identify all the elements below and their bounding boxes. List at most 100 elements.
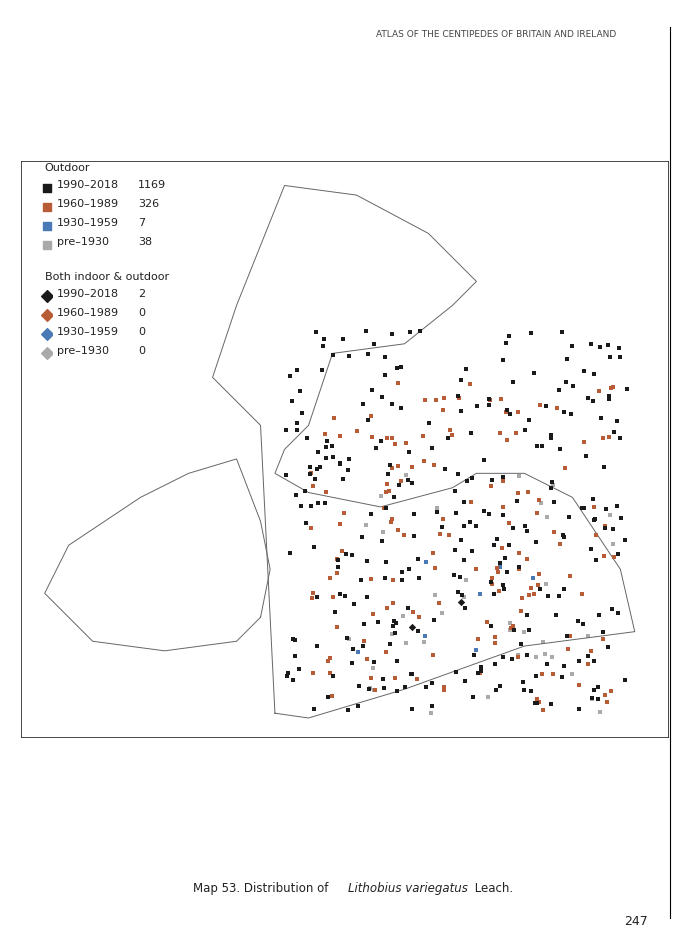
- Point: [399, 527, 410, 542]
- Point: [289, 648, 300, 663]
- Point: [331, 552, 342, 567]
- Point: [504, 623, 515, 638]
- Point: [324, 666, 335, 681]
- Point: [387, 460, 398, 476]
- Point: [387, 326, 398, 341]
- Point: [442, 430, 453, 445]
- Point: [342, 631, 353, 646]
- Point: [427, 546, 438, 561]
- Point: [486, 574, 497, 590]
- Point: [460, 361, 471, 377]
- Text: 1169: 1169: [138, 181, 166, 190]
- Point: [587, 393, 598, 408]
- Point: [497, 650, 508, 665]
- Point: [495, 559, 506, 574]
- Point: [389, 670, 400, 686]
- Point: [438, 512, 449, 527]
- Point: [577, 616, 588, 631]
- Point: [482, 614, 493, 630]
- Point: [403, 561, 414, 576]
- Point: [563, 642, 574, 657]
- Point: [356, 529, 367, 544]
- Point: [335, 586, 346, 601]
- Point: [322, 653, 333, 669]
- Point: [466, 495, 477, 510]
- Point: [452, 585, 463, 600]
- Point: [335, 428, 346, 443]
- Point: [483, 392, 494, 407]
- Point: [41, 200, 52, 215]
- Point: [508, 623, 520, 638]
- Point: [487, 571, 498, 586]
- Point: [291, 488, 302, 503]
- Point: [531, 669, 542, 684]
- Point: [431, 500, 442, 515]
- Point: [395, 474, 407, 489]
- Point: [387, 573, 398, 588]
- Point: [469, 648, 480, 663]
- Point: [291, 362, 302, 378]
- Point: [553, 588, 564, 603]
- Point: [558, 527, 569, 542]
- Point: [495, 392, 506, 407]
- Point: [376, 390, 387, 405]
- Point: [306, 498, 317, 514]
- Point: [588, 366, 599, 381]
- Point: [413, 570, 424, 585]
- Point: [554, 537, 565, 553]
- Point: [444, 422, 455, 437]
- Point: [562, 629, 573, 644]
- Point: [412, 623, 423, 638]
- Point: [380, 485, 391, 500]
- Point: [390, 626, 401, 641]
- Point: [513, 648, 524, 663]
- Point: [453, 391, 464, 406]
- Point: [433, 596, 444, 611]
- Point: [561, 375, 572, 390]
- Point: [478, 503, 489, 518]
- Point: [338, 472, 349, 487]
- Point: [548, 524, 559, 539]
- Point: [396, 565, 407, 580]
- Point: [440, 461, 451, 476]
- Point: [41, 238, 52, 253]
- Point: [371, 440, 382, 456]
- Point: [515, 604, 526, 619]
- Point: [402, 600, 413, 615]
- Point: [299, 483, 310, 498]
- Point: [297, 405, 308, 420]
- Point: [387, 512, 398, 527]
- Point: [347, 655, 358, 670]
- Point: [599, 459, 610, 475]
- Text: 38: 38: [138, 238, 152, 247]
- Point: [595, 339, 606, 354]
- Point: [615, 350, 626, 365]
- Point: [407, 605, 418, 620]
- Point: [395, 400, 407, 416]
- Point: [460, 673, 471, 689]
- Point: [502, 402, 513, 417]
- Point: [517, 674, 528, 689]
- Text: Lithobius variegatus: Lithobius variegatus: [348, 882, 468, 895]
- Point: [409, 506, 420, 521]
- Point: [593, 679, 604, 694]
- Point: [474, 666, 485, 681]
- Point: [545, 431, 556, 446]
- Point: [531, 691, 542, 707]
- Point: [309, 471, 320, 486]
- Text: 0: 0: [138, 308, 145, 318]
- Point: [604, 507, 615, 522]
- Point: [378, 500, 389, 515]
- Text: Leach.: Leach.: [471, 882, 513, 895]
- Point: [604, 429, 615, 444]
- Point: [393, 458, 404, 474]
- Point: [583, 629, 594, 644]
- Point: [426, 675, 438, 690]
- Point: [590, 527, 601, 542]
- Point: [455, 570, 466, 585]
- Point: [586, 690, 597, 706]
- Point: [574, 653, 585, 669]
- Point: [603, 639, 614, 654]
- Point: [525, 683, 536, 698]
- Point: [451, 506, 462, 521]
